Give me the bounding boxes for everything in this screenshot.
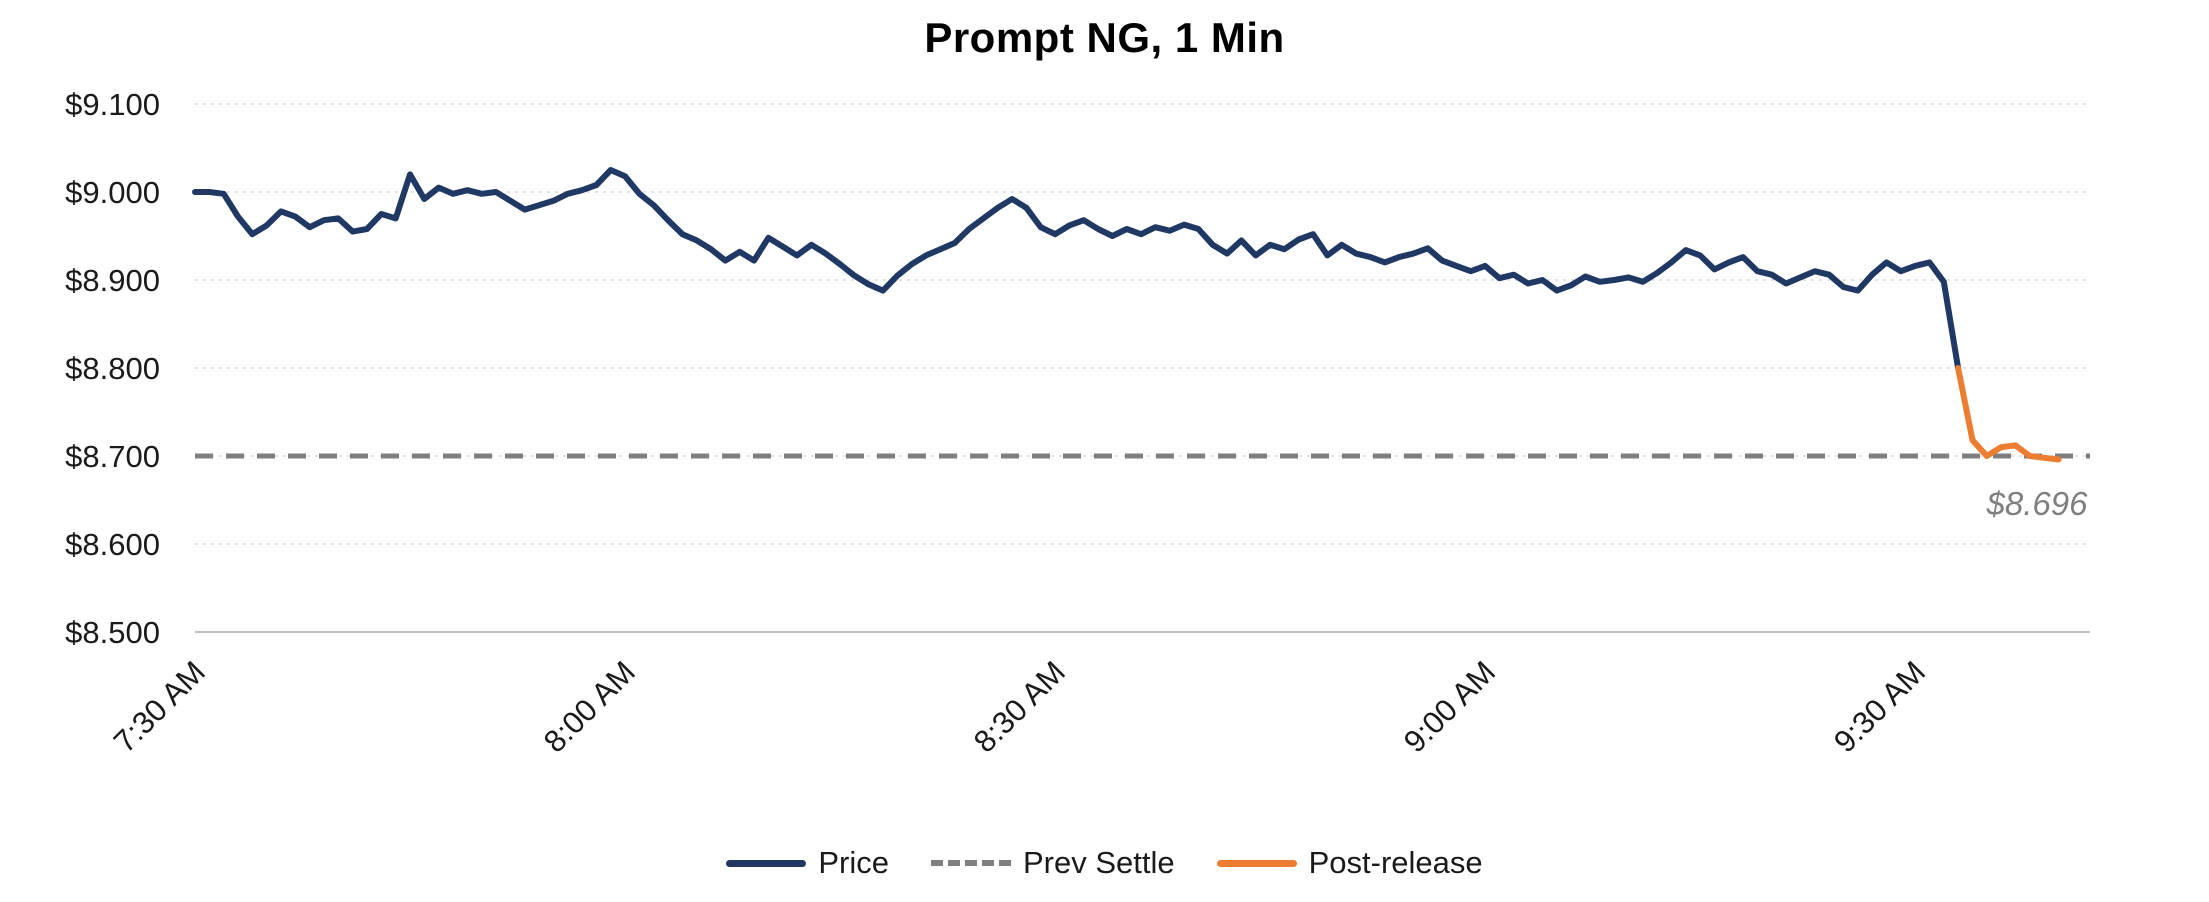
chart-title: Prompt NG, 1 Min (924, 14, 1285, 61)
price-line (192, 167, 1962, 371)
x-axis-tick-label: 8:00 AM (537, 654, 642, 759)
legend: Price Prev Settle Post-release (0, 845, 2209, 881)
y-axis-tick-label: $8.900 (65, 263, 160, 298)
x-axis-tick-label: 9:00 AM (1397, 654, 1502, 759)
x-axis-tick-label: 9:30 AM (1827, 654, 1932, 759)
y-axis-tick-label: $9.000 (65, 175, 160, 210)
legend-label-price: Price (818, 845, 889, 880)
legend-label-prev-settle: Prev Settle (1022, 845, 1175, 880)
y-axis-tick-label: $8.500 (65, 615, 160, 650)
legend-item-price: Price (726, 845, 889, 881)
y-axis-tick-label: $8.800 (65, 351, 160, 386)
legend-item-prev-settle: Prev Settle (930, 845, 1175, 881)
legend-label-post-release: Post-release (1308, 845, 1483, 880)
post-release-line (1955, 365, 2062, 463)
y-axis-tick-label: $8.600 (65, 527, 160, 562)
post-release-line-swatch (1216, 859, 1297, 867)
prev-settle-dash-swatch (930, 860, 1011, 866)
x-axis-tick-label: 8:30 AM (967, 654, 1072, 759)
legend-item-post-release: Post-release (1216, 845, 1483, 881)
y-axis-tick-label: $9.100 (65, 87, 160, 122)
x-axis-tick-label: 7:30 AM (107, 654, 212, 759)
price-line-swatch (726, 859, 807, 867)
last-price-annotation: $8.696 (1985, 485, 2088, 522)
y-axis-tick-label: $8.700 (65, 439, 160, 474)
